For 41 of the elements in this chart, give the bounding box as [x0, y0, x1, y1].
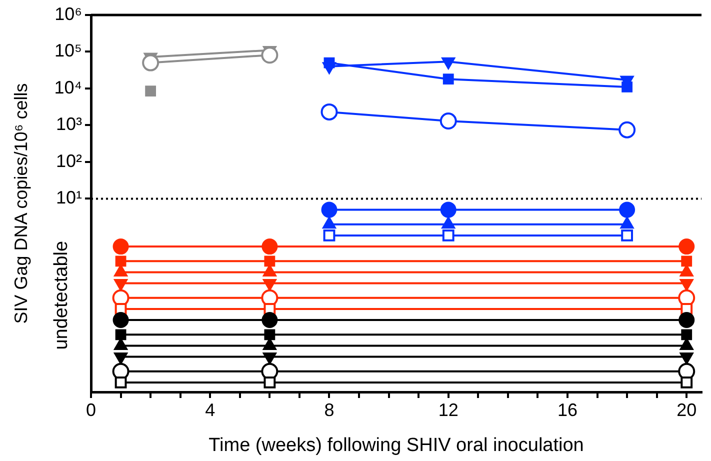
x-tick-label: 20 [676, 400, 697, 420]
point [262, 238, 278, 255]
x-tick-label: 16 [557, 400, 578, 420]
y-tick-label: 10¹ [56, 188, 82, 208]
point [145, 86, 156, 97]
point [442, 74, 454, 85]
point [114, 376, 127, 388]
point [115, 329, 126, 340]
point [619, 202, 636, 218]
point [678, 238, 695, 255]
y-tick-label: 10⁶ [54, 4, 82, 24]
y-tick-label: 10⁴ [54, 77, 82, 98]
point [681, 256, 692, 267]
point [680, 376, 693, 388]
point [264, 256, 276, 267]
point [112, 312, 129, 328]
y-tick-label: 10⁵ [54, 40, 82, 61]
point [442, 230, 454, 242]
x-tick-label: 8 [324, 400, 334, 420]
point [323, 230, 336, 242]
x-tick-label: 4 [205, 400, 216, 420]
point [264, 329, 276, 340]
x-axis-title: Time (weeks) following SHIV oral inoculation [208, 434, 584, 456]
point [320, 103, 338, 120]
point [115, 256, 126, 267]
y-tick-label: 10² [56, 150, 82, 171]
text: undetectable [51, 240, 72, 350]
point [618, 121, 636, 138]
point [440, 202, 456, 218]
y-axis-title: SIV Gag DNA copies/10⁶ cells [10, 83, 31, 324]
point [681, 329, 692, 340]
point [678, 312, 695, 328]
x-tick-label: 0 [86, 400, 96, 420]
point [621, 230, 633, 242]
y-tick-label: 10³ [56, 114, 82, 134]
point [321, 202, 338, 218]
point [264, 376, 276, 388]
x-tick-label: 12 [438, 400, 458, 420]
point [440, 112, 457, 130]
point [112, 238, 129, 255]
point [262, 312, 278, 328]
